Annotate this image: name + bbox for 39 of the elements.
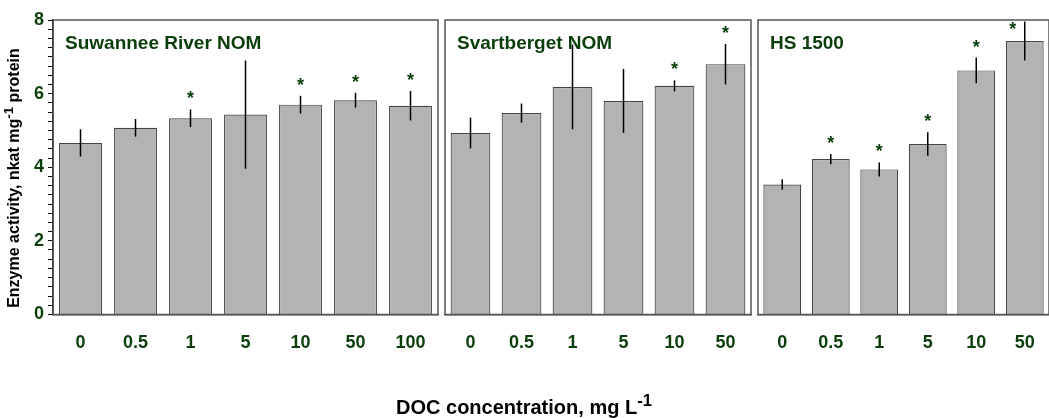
text: Suwannee River NOM [65, 32, 262, 54]
x-tick-label: 1 [185, 332, 196, 353]
y-tick-label: 6 [34, 82, 45, 103]
y-tick-label: 4 [34, 156, 45, 177]
x-tick-label: 10 [290, 332, 311, 353]
x-tick-label: 5 [618, 332, 629, 353]
y-tick-label: 8 [34, 8, 45, 29]
x-axis-title: DOC concentration, mg L$^{-1}$ [396, 391, 652, 418]
annotation: * [721, 22, 730, 43]
x-tick-label: 0 [465, 332, 476, 353]
annotation: * [972, 36, 980, 57]
x-tick-label: 0.5 [508, 332, 535, 353]
annotation: * [827, 132, 835, 153]
x-tick-label: 5 [922, 332, 933, 353]
annotation: * [875, 141, 883, 162]
annotation: * [187, 88, 195, 109]
x-tick-label: 0 [75, 332, 86, 353]
x-tick-label: 50 [1014, 332, 1035, 353]
annotation: * [351, 71, 360, 92]
annotation: * [670, 59, 679, 80]
y-tick-label: 0 [34, 303, 45, 324]
annotation: * [924, 111, 932, 132]
annotation: * [1009, 18, 1017, 39]
annotation: * [406, 69, 415, 90]
x-tick-label: 10 [966, 332, 987, 353]
x-tick-label: 50 [715, 332, 736, 353]
x-tick-label: 0.5 [818, 332, 844, 353]
x-tick-label: 10 [664, 332, 685, 353]
x-tick-label: 50 [345, 332, 366, 353]
x-tick-label: 1 [567, 332, 578, 353]
text: Svartberget NOM [457, 32, 613, 54]
x-tick-label: 1 [874, 332, 885, 353]
x-tick-label: 0.5 [122, 332, 149, 353]
x-tick-label: 5 [240, 332, 251, 353]
annotation: * [297, 74, 305, 95]
x-tick-label: 0 [777, 332, 788, 353]
x-tick-label: 100 [395, 332, 426, 353]
y-tick-label: 2 [34, 229, 45, 250]
text: HS 1500 [770, 32, 844, 54]
